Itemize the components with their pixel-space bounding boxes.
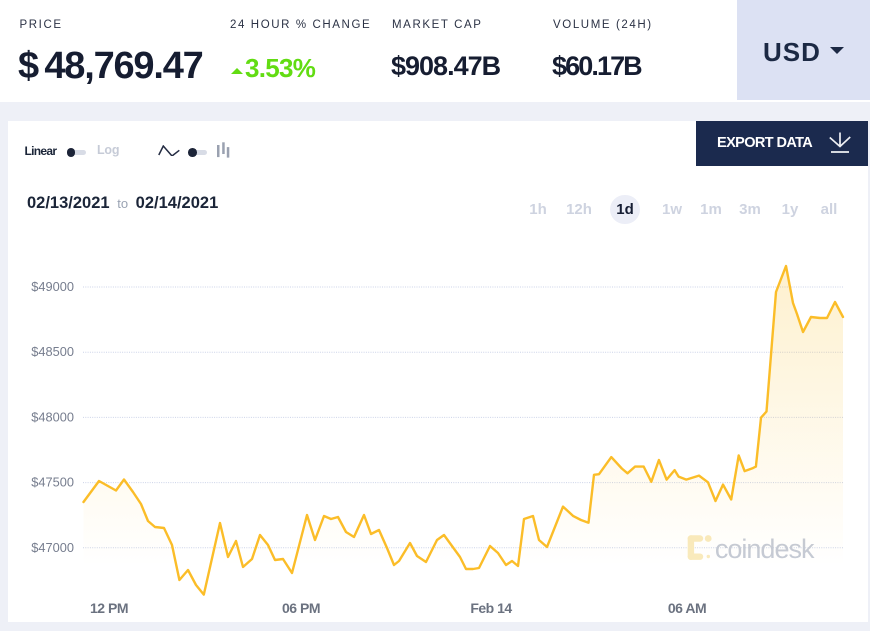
svg-text:$48000: $48000 — [31, 409, 74, 424]
svg-text:$47500: $47500 — [31, 475, 74, 490]
svg-text:$49000: $49000 — [31, 279, 74, 294]
svg-text:$48500: $48500 — [31, 344, 74, 359]
svg-text:Feb 14: Feb 14 — [470, 600, 512, 616]
svg-text:06 AM: 06 AM — [668, 600, 706, 616]
svg-text:$47000: $47000 — [31, 540, 74, 555]
svg-text:06 PM: 06 PM — [282, 600, 320, 616]
svg-text:12 PM: 12 PM — [90, 600, 128, 616]
